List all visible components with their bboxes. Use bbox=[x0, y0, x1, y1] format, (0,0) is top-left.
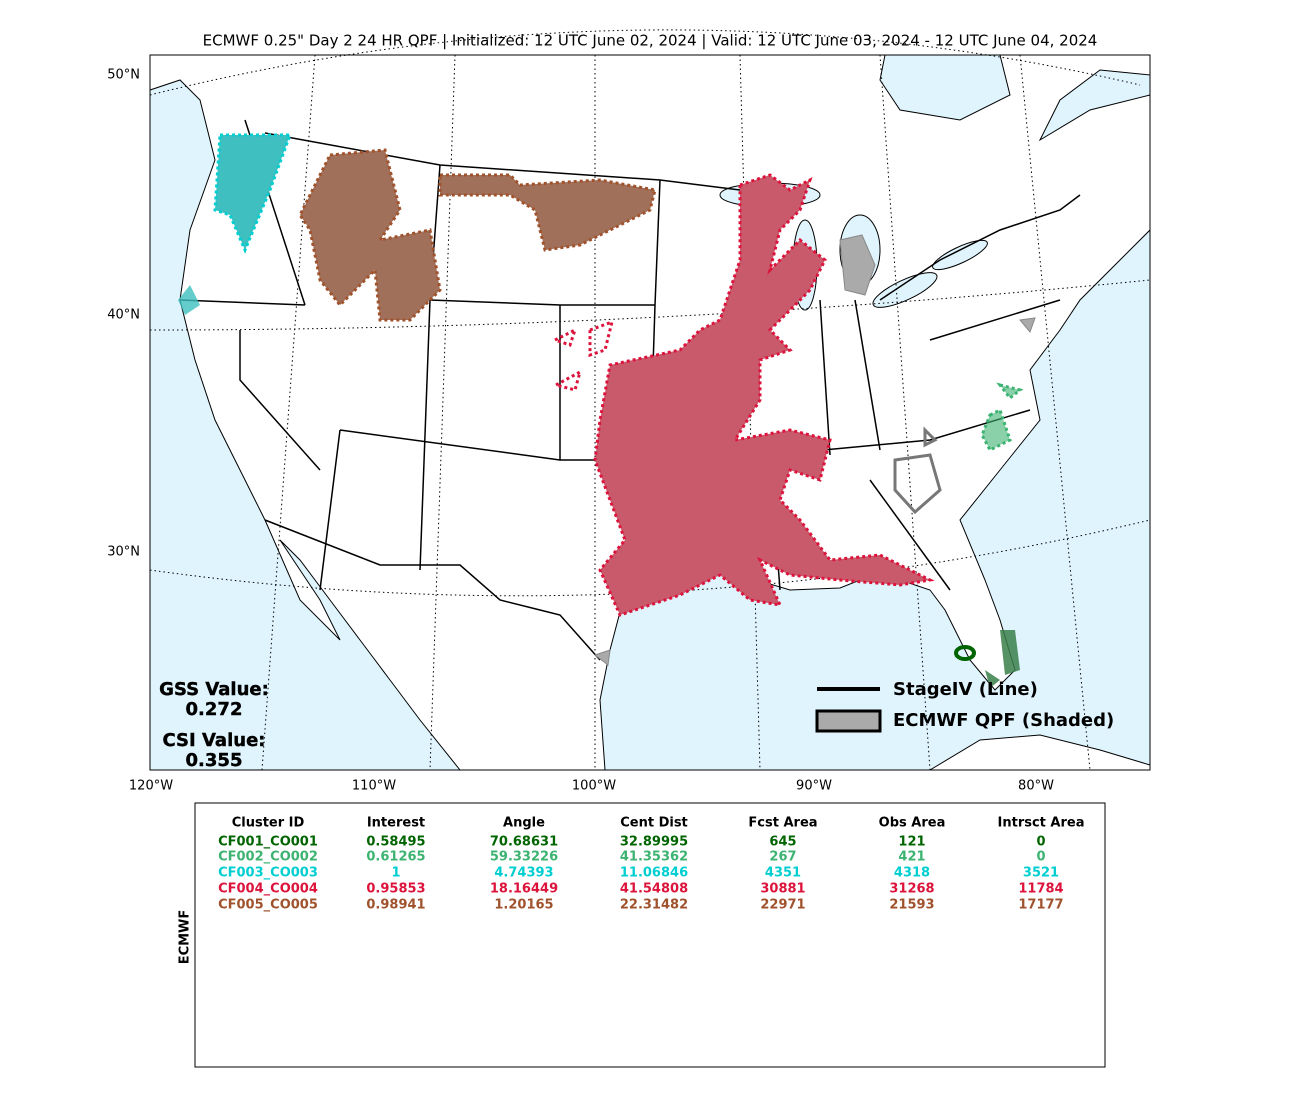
cluster-1-qpf bbox=[985, 630, 1020, 688]
lat-label: 50°N bbox=[107, 68, 140, 83]
model-label: ECMWF bbox=[178, 910, 193, 965]
table-cell: CF001_CO001 bbox=[218, 835, 318, 850]
table-cell: 11784 bbox=[1018, 882, 1063, 897]
table-cell: 0 bbox=[1036, 835, 1045, 850]
lon-label: 110°W bbox=[352, 779, 396, 794]
cluster-3-extra bbox=[178, 285, 200, 315]
title: ECMWF 0.25" Day 2 24 HR QPF | Initialize… bbox=[203, 32, 1098, 50]
table-cell: 0 bbox=[1036, 850, 1045, 865]
table-cell: 0.58495 bbox=[366, 835, 425, 850]
table-cell: 0.61265 bbox=[366, 850, 425, 865]
table-cell: 0.95853 bbox=[366, 882, 425, 897]
lon-label: 80°W bbox=[1018, 779, 1054, 794]
unmatched-qpf bbox=[593, 234, 1036, 666]
table-cell: 30881 bbox=[760, 882, 805, 897]
table-cell: 59.33226 bbox=[490, 850, 558, 865]
table-cell: 31268 bbox=[889, 882, 934, 897]
table-cell: 41.54808 bbox=[620, 882, 688, 897]
cluster-4 bbox=[593, 173, 935, 617]
graticule bbox=[149, 29, 1151, 771]
table-cell: 4351 bbox=[765, 866, 801, 881]
table-cell: 421 bbox=[898, 850, 925, 865]
csi-value: 0.355 bbox=[186, 750, 243, 771]
cluster-4b bbox=[551, 319, 615, 392]
table-cell: 17177 bbox=[1018, 898, 1063, 913]
column-header: Fcst Area bbox=[748, 816, 817, 831]
table-cell: 0.98941 bbox=[366, 898, 425, 913]
column-header: Interest bbox=[367, 816, 425, 831]
table-cell: 21593 bbox=[889, 898, 934, 913]
table-cell: 18.16449 bbox=[490, 882, 558, 897]
cluster-3 bbox=[213, 133, 293, 254]
table-cell: 645 bbox=[769, 835, 796, 850]
column-header: Cluster ID bbox=[232, 816, 305, 831]
table-frame bbox=[194, 802, 1106, 1068]
table-cell: 41.35362 bbox=[620, 850, 688, 865]
cluster-5b bbox=[438, 173, 657, 252]
map-frame bbox=[149, 54, 1151, 771]
cluster-5 bbox=[298, 148, 442, 322]
lat-label: 40°N bbox=[107, 308, 140, 323]
legend-swatch bbox=[815, 709, 882, 733]
table-cell: 1.20165 bbox=[494, 898, 553, 913]
legend-label: ECMWF QPF (Shaded) bbox=[893, 710, 1114, 731]
column-header: Intrsct Area bbox=[998, 816, 1085, 831]
column-header: Cent Dist bbox=[620, 816, 688, 831]
csi-label: CSI Value: bbox=[163, 730, 266, 751]
table-cell: CF005_CO005 bbox=[218, 898, 318, 913]
lake bbox=[932, 239, 988, 271]
table-cell: 1 bbox=[391, 866, 400, 881]
cluster-1-obs bbox=[954, 645, 976, 661]
table-cell: 3521 bbox=[1023, 866, 1059, 881]
table-cell: 267 bbox=[769, 850, 796, 865]
axis-labels: 50°N 40°N 30°N 120°W 110°W 100°W 90°W 80°W bbox=[107, 68, 1054, 794]
table-cell: 22971 bbox=[760, 898, 805, 913]
unmatched-obs bbox=[893, 426, 942, 515]
stats-table: Cluster ID Interest Angle Cent Dist Fcst Are… bbox=[218, 816, 1084, 913]
lake bbox=[872, 272, 938, 308]
gss-label: GSS Value: bbox=[159, 679, 269, 700]
column-header: Obs Area bbox=[879, 816, 946, 831]
lon-label: 120°W bbox=[129, 779, 173, 794]
lat-label: 30°N bbox=[107, 545, 140, 560]
gss-value: 0.272 bbox=[186, 699, 243, 720]
table-cell: CF003_CO003 bbox=[218, 866, 318, 881]
table-cell: CF004_CO004 bbox=[218, 882, 318, 897]
column-header: Angle bbox=[503, 816, 545, 831]
table-cell: 22.31482 bbox=[620, 898, 688, 913]
table-cell: 11.06846 bbox=[620, 866, 688, 881]
table-cell: 32.89995 bbox=[620, 835, 688, 850]
map: GSS Value: 0.272 CSI Value: 0.355 StageI… bbox=[149, 29, 1151, 771]
cluster-2 bbox=[980, 382, 1024, 452]
table-cell: 4318 bbox=[894, 866, 930, 881]
table-cell: CF002_CO002 bbox=[218, 850, 318, 865]
table-cell: 70.68631 bbox=[490, 835, 558, 850]
legend-label: StageIV (Line) bbox=[893, 679, 1038, 700]
qpf-areas bbox=[178, 133, 1036, 688]
lon-label: 90°W bbox=[796, 779, 832, 794]
lon-label: 100°W bbox=[572, 779, 616, 794]
table-cell: 4.74393 bbox=[494, 866, 553, 881]
table-cell: 121 bbox=[898, 835, 925, 850]
